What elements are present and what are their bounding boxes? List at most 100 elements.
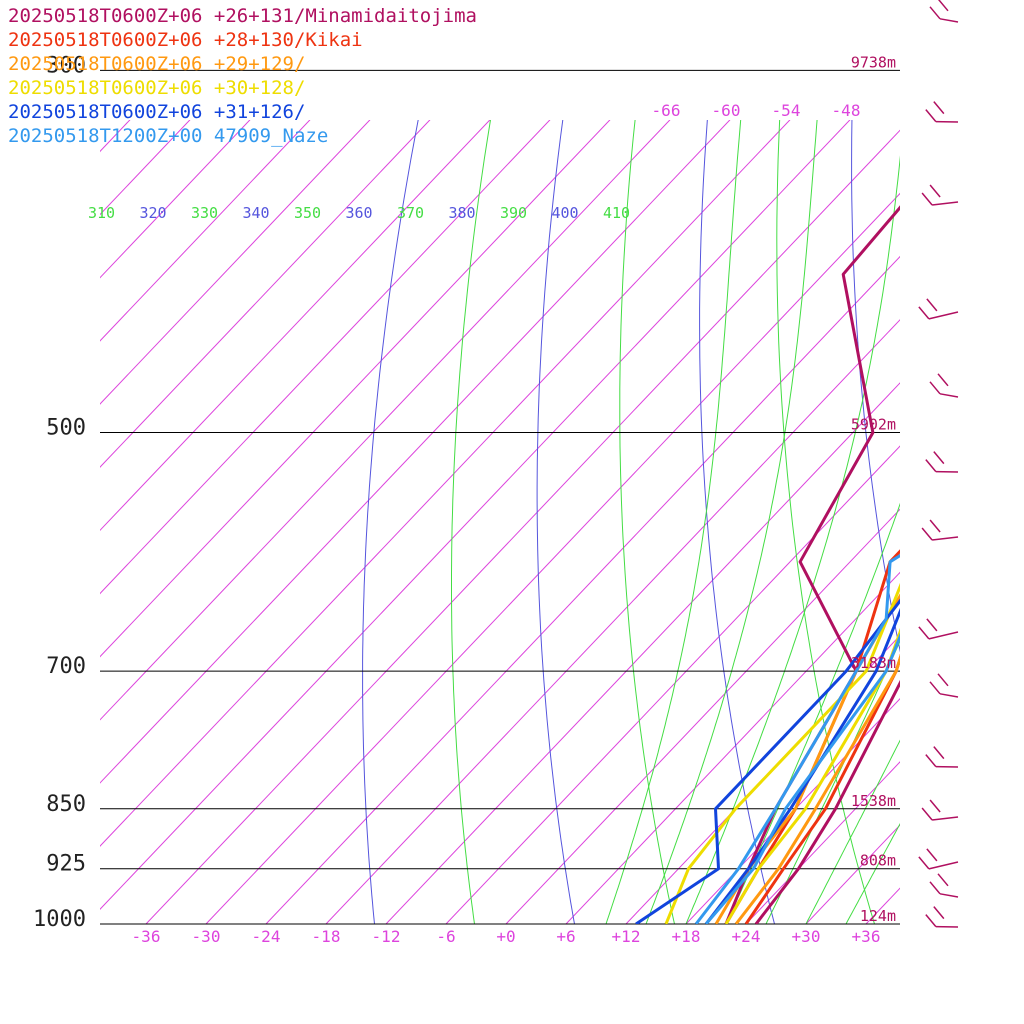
dewpoint-profile-line (694, 553, 900, 924)
legend-entry: 20250518T0600Z+06 +28+130/Kikai (8, 29, 363, 51)
wind-barb (921, 184, 959, 206)
theta-label: 370 (397, 204, 424, 222)
legend-entry: 20250518T0600Z+06 +26+131/Minamidaitojim… (8, 5, 477, 27)
dry-adiabat-line (619, 120, 675, 924)
wind-barb-staff (939, 893, 959, 898)
wind-barb-flag (925, 754, 937, 768)
theta-label: 320 (140, 204, 167, 222)
moist-adiabat-line (805, 739, 900, 924)
wind-barb-flag (921, 192, 933, 206)
wind-barb-staff (939, 18, 959, 23)
wind-barb-flag (926, 618, 938, 632)
isotherm-line (505, 508, 900, 924)
wind-barb-staff (928, 311, 959, 320)
moist-adiabat-line (645, 120, 818, 924)
sounding-profiles (635, 205, 900, 924)
height-label: 9738m (851, 53, 896, 71)
temperature-tick-label: -36 (132, 927, 161, 946)
wind-barb-flag (937, 373, 949, 387)
theta-label: 350 (294, 204, 321, 222)
isotherm-line (565, 571, 900, 924)
isotherm-line (100, 120, 611, 658)
isotherm-line (100, 120, 791, 847)
wind-barb-flag (918, 856, 930, 870)
theta-label: 310 (88, 204, 115, 222)
temperature-profile-line (754, 679, 900, 924)
wind-barb-staff (928, 861, 959, 870)
temperature-tick-label: +12 (612, 927, 641, 946)
isotherm-label: -54 (772, 101, 801, 120)
temperature-tick-label: +30 (792, 927, 821, 946)
height-label: 3183m (851, 654, 896, 672)
temperature-tick-label: +24 (732, 927, 761, 946)
isotherm-line (205, 192, 900, 924)
height-label: 808m (860, 852, 896, 870)
wind-barb-flag (918, 306, 930, 320)
wind-barb-flag (921, 527, 933, 541)
wind-barb-staff (932, 201, 959, 206)
axis-labels: 10016678m15014291m20012487m25011007m3009… (33, 53, 896, 946)
isotherm-line (100, 120, 671, 721)
pressure-label: 850 (46, 792, 86, 817)
isotherm-line (100, 120, 731, 784)
wind-barb (929, 673, 959, 698)
isotherm-line (145, 129, 900, 924)
wind-barb-flag (926, 848, 938, 862)
wind-barb (921, 519, 959, 541)
dry-adiabat-line (924, 0, 1024, 924)
isobar-grid (100, 69, 900, 925)
wind-barb-flag (933, 746, 945, 760)
legend-entry: 20250518T0600Z+06 +29+129/ (8, 53, 306, 75)
wind-barb-flag (926, 298, 938, 312)
wind-barb-flag (929, 519, 941, 533)
moist-adiabat-line (845, 822, 900, 924)
wind-barb-flag (921, 807, 933, 821)
pressure-label: 925 (46, 852, 86, 877)
temperature-tick-label: -12 (372, 927, 401, 946)
wind-barb-flag (929, 381, 941, 395)
wind-barb-flag (933, 451, 945, 465)
wind-barb-flag (929, 184, 941, 198)
wind-barb (918, 848, 959, 870)
theta-label: 340 (243, 204, 270, 222)
temperature-tick-label: -6 (436, 927, 455, 946)
moist-adiabat-grid (605, 120, 900, 924)
temperature-tick-label: +18 (672, 927, 701, 946)
wind-barb-staff (928, 631, 959, 640)
wind-barb (925, 906, 959, 928)
dewpoint-profile-line (635, 598, 900, 924)
isotherm-label: -66 (652, 101, 681, 120)
isotherm-line (325, 319, 900, 924)
wind-barb (925, 746, 959, 768)
temperature-tick-label: +0 (496, 927, 515, 946)
height-label: 5902m (851, 416, 896, 434)
wind-barb-flag (929, 799, 941, 813)
theta-label: 410 (603, 204, 630, 222)
dry-adiabat-line (994, 0, 1024, 924)
temperature-tick-label: -18 (312, 927, 341, 946)
pressure-label: 1000 (33, 907, 86, 932)
legend-entry: 20250518T1200Z+00 47909_Naze (8, 125, 329, 147)
wind-barb (918, 618, 959, 640)
dry-adiabat-line (851, 120, 900, 653)
theta-label: 330 (191, 204, 218, 222)
wind-barb-flag (925, 914, 937, 928)
moist-adiabat-line (605, 120, 742, 924)
temperature-profile-line (744, 653, 900, 924)
wind-barb (925, 101, 959, 123)
isotherm-label: -48 (832, 101, 861, 120)
moist-adiabat-line (725, 502, 900, 924)
wind-barb (929, 373, 959, 398)
wind-barb-flag (925, 459, 937, 473)
temperature-profile-line (704, 607, 900, 924)
wind-barb-staff (939, 393, 959, 398)
pressure-label: 300 (46, 53, 86, 78)
wind-barb-flag (933, 906, 945, 920)
temperature-profile-line (734, 653, 900, 924)
wind-barb-flag (925, 109, 937, 123)
wind-barb-flag (937, 873, 949, 887)
theta-label: 380 (449, 204, 476, 222)
wind-barb-flag (938, 0, 949, 12)
wind-barbs (918, 0, 959, 928)
isotherm-line (385, 382, 900, 924)
